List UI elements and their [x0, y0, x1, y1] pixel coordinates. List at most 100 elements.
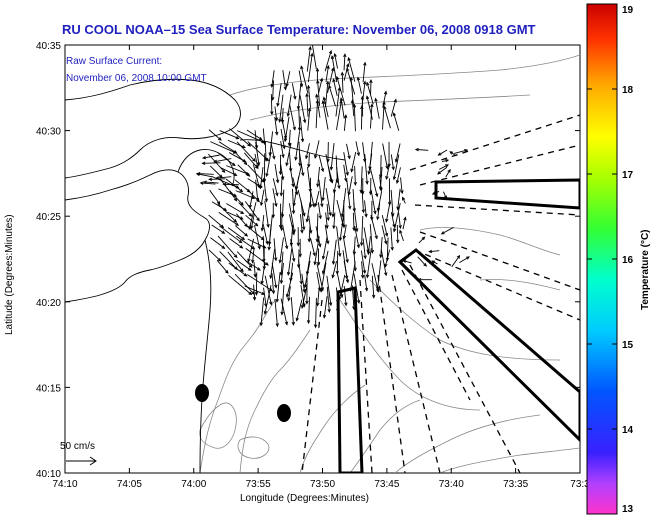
colorbar-tick-label: 18 — [622, 85, 634, 96]
current-arrow-icon — [229, 238, 244, 249]
current-arrow-icon — [213, 158, 232, 163]
current-arrow-icon — [259, 167, 264, 190]
y-axis: 40:35 40:30 40:25 40:20 40:15 40:10 — [36, 41, 580, 480]
current-arrow-icon — [235, 190, 256, 199]
current-arrow-icon — [336, 272, 344, 299]
current-arrow-icon — [280, 285, 285, 316]
current-arrow-icon — [298, 260, 303, 285]
current-arrow-icon — [278, 94, 284, 123]
current-arrow-icon — [236, 259, 252, 271]
current-arrow-icon — [274, 106, 279, 122]
current-arrow-icon — [296, 227, 300, 247]
current-arrow-icon — [201, 161, 221, 165]
current-arrow-icon — [394, 143, 401, 163]
current-arrow-icon — [274, 116, 279, 136]
current-arrow-icon — [274, 298, 279, 328]
current-arrow-icon — [438, 164, 450, 170]
current-arrow-icon — [385, 200, 391, 223]
current-arrow-icon — [292, 176, 300, 207]
current-arrow-icon — [329, 143, 335, 171]
current-arrow-icon — [298, 238, 302, 258]
current-arrow-icon — [264, 200, 270, 229]
current-arrow-icon — [285, 272, 294, 298]
current-arrow-icon — [267, 224, 272, 251]
current-arrow-icon — [325, 64, 330, 83]
x-tick-label: 74:05 — [117, 479, 142, 490]
current-arrow-icon — [379, 236, 383, 259]
current-arrow-icon — [333, 52, 338, 69]
current-arrow-icon — [290, 297, 296, 326]
x-tick-label: 73:3 — [570, 479, 590, 490]
current-arrow-icon — [371, 263, 380, 293]
current-arrow-icon — [343, 164, 348, 182]
current-arrow-icon — [321, 177, 326, 202]
current-arrow-icon — [392, 203, 401, 233]
current-arrow-icon — [300, 200, 306, 231]
current-arrow-icon — [300, 283, 308, 310]
current-arrow-icon — [360, 105, 364, 130]
current-annotation-line1: Raw Surface Current: — [66, 56, 162, 67]
current-arrow-icon — [238, 202, 253, 217]
current-arrow-icon — [359, 215, 364, 247]
current-arrow-icon — [236, 153, 248, 166]
x-tick-label: 73:35 — [503, 479, 528, 490]
current-arrow-icon — [299, 95, 307, 124]
current-arrow-icon — [390, 227, 394, 251]
current-arrow-icon — [228, 262, 248, 277]
current-arrow-icon — [195, 172, 213, 178]
current-arrow-icon — [219, 178, 238, 202]
current-arrow-icon — [307, 225, 311, 243]
current-arrow-icon — [310, 237, 316, 257]
x-tick-label: 73:50 — [310, 479, 335, 490]
current-arrow-icon — [399, 229, 404, 242]
current-arrow-icon — [396, 188, 401, 211]
current-arrow-icon — [255, 179, 260, 202]
current-arrow-icon — [227, 251, 244, 273]
current-arrow-icon — [316, 79, 321, 107]
bathymetry-contours — [199, 54, 580, 473]
y-axis-label: Latitude (Degrees:Minutes) — [4, 214, 15, 335]
current-arrow-icon — [402, 196, 406, 204]
current-arrow-icon — [331, 239, 337, 266]
scale-label: 50 cm/s — [60, 441, 95, 452]
current-arrow-icon — [264, 275, 273, 306]
current-arrow-icon — [290, 239, 296, 263]
current-arrow-icon — [217, 235, 238, 259]
current-arrow-icon — [361, 189, 366, 214]
current-arrow-icon — [374, 97, 380, 119]
current-arrow-icon — [398, 212, 402, 230]
current-arrow-icon — [356, 76, 362, 94]
current-arrow-icon — [280, 298, 289, 326]
current-arrow-icon — [263, 285, 272, 315]
current-arrow-icon — [236, 141, 256, 162]
current-arrow-icon — [264, 141, 268, 162]
current-arrow-icon — [280, 141, 285, 159]
current-arrow-icon — [305, 201, 311, 223]
current-arrow-icon — [369, 224, 374, 254]
current-arrow-icon — [300, 214, 304, 234]
current-arrow-icon — [327, 67, 335, 94]
current-arrow-icon — [279, 212, 284, 232]
current-arrow-icon — [271, 263, 278, 289]
current-arrow-icon — [273, 238, 278, 262]
current-arrow-icon — [316, 166, 320, 188]
current-arrow-icon — [362, 238, 367, 260]
current-arrow-icon — [251, 248, 255, 264]
current-arrow-icon — [332, 212, 336, 230]
current-arrow-icon — [255, 141, 261, 167]
current-arrow-icon — [254, 272, 259, 296]
current-arrow-icon — [326, 286, 331, 313]
current-arrow-icon — [208, 177, 226, 182]
current-arrow-icon — [353, 202, 359, 233]
map-layer — [65, 45, 580, 473]
current-arrow-icon — [376, 260, 382, 291]
current-arrow-icon — [307, 107, 312, 131]
current-arrow-icon — [343, 63, 350, 81]
current-arrow-icon — [305, 92, 309, 117]
current-arrow-icon — [390, 212, 396, 229]
current-arrow-icon — [260, 262, 266, 285]
buoy-marker-icon — [195, 384, 209, 402]
current-arrow-icon — [272, 188, 278, 208]
current-arrow-icon — [318, 179, 324, 208]
current-arrow-icon — [294, 131, 301, 161]
